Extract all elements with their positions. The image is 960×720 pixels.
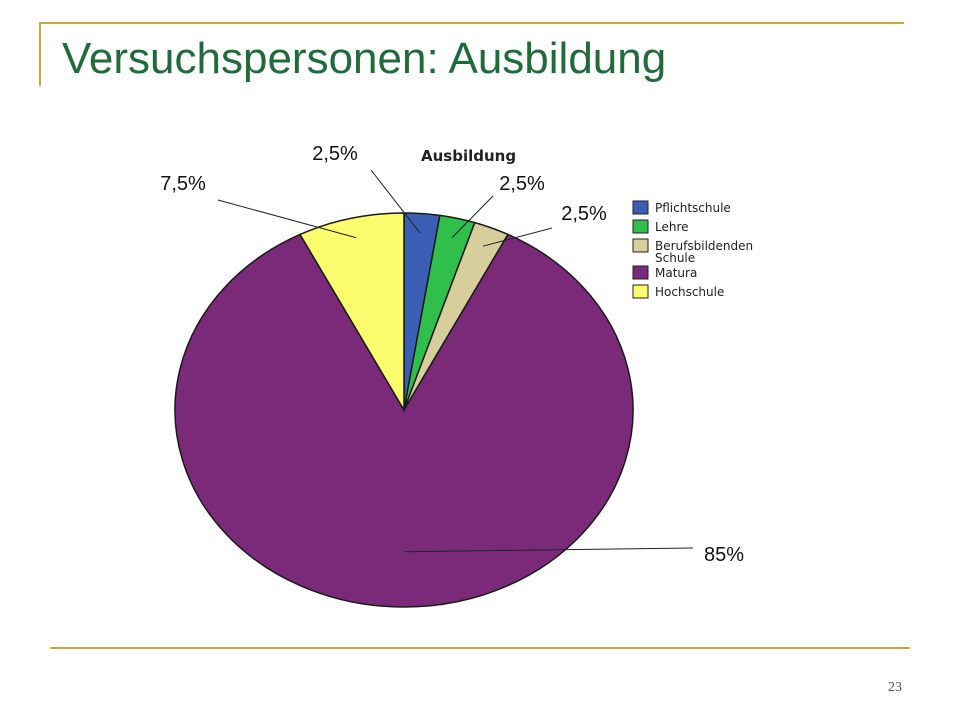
pie-slice-matura (174, 233, 634, 608)
legend-label-berufsbildenden-schule: Berufsbildenden Schule (655, 239, 753, 265)
data-label-hochschule: 7,5% (160, 173, 206, 195)
leader-lines (217, 169, 694, 553)
pie-slice-hochschule (298, 212, 405, 413)
data-label-matura: 85% (704, 544, 744, 566)
top-accent-line (40, 22, 904, 24)
slide-title: Versuchspersonen: Ausbildung (62, 34, 667, 83)
page-number: 23 (888, 680, 902, 695)
legend-label-hochschule: Hochschule (655, 285, 724, 299)
legend-swatch-matura (632, 265, 649, 280)
leader-line-lehre (451, 195, 494, 238)
leader-line-berufsbildenden-schule (482, 227, 553, 247)
bottom-accent-line (50, 647, 910, 649)
data-label-lehre: 2,5% (499, 173, 545, 195)
legend-label-pflichtschule: Pflichtschule (655, 201, 731, 215)
data-label-berufsbildenden-schule: 2,5% (561, 203, 607, 225)
chart-legend: Pflichtschule Lehre Berufsbildenden SchuleM… (632, 200, 753, 299)
legend-swatch-lehre (632, 219, 649, 234)
pie-slices (174, 212, 634, 608)
leader-line-pflichtschule (370, 169, 421, 234)
data-label-pflichtschule: 2,5% (312, 143, 358, 165)
chart-title: Ausbildung (421, 147, 516, 165)
data-labels: 2,5% 2,5% 2,5% 85% 7,5% (160, 143, 744, 566)
legend-swatch-berufsbildenden-schule (632, 238, 649, 253)
left-accent-line (39, 22, 41, 86)
leader-line-matura (403, 547, 694, 553)
leader-line-hochschule (217, 199, 357, 239)
legend-label-matura: Matura (655, 266, 697, 280)
legend-swatch-hochschule (632, 284, 649, 299)
legend-label-lehre: Lehre (655, 220, 689, 234)
legend-swatch-pflichtschule (632, 200, 649, 215)
